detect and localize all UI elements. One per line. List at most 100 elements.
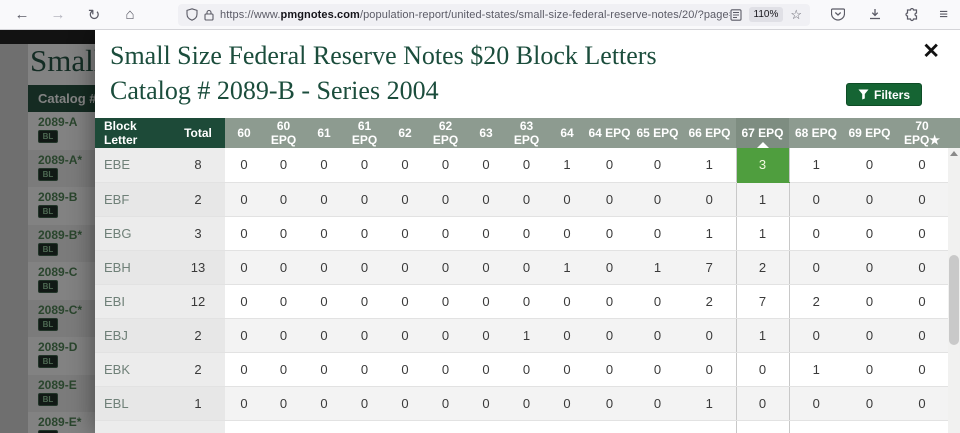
grade-count-cell: 2 xyxy=(789,284,843,319)
table-row: EBI 12 0 0 0 0 0 0 0 0 0 0 0 2 7 2 0 0 xyxy=(95,284,948,319)
url-bar[interactable]: https://www.pmgnotes.com/population-repo… xyxy=(178,3,810,26)
pocket-icon[interactable] xyxy=(828,5,848,25)
grade-count-cell: 1 xyxy=(789,352,843,387)
close-icon[interactable]: ✕ xyxy=(922,40,940,63)
grade-count-cell: 0 xyxy=(385,420,425,433)
grade-count-cell: 0 xyxy=(425,352,466,387)
grade-count-cell: 0 xyxy=(896,352,948,387)
column-header-total[interactable]: Total xyxy=(171,118,225,148)
grade-count-cell: 0 xyxy=(425,148,466,183)
grade-count-cell: 0 xyxy=(789,420,843,433)
column-header-68-epq[interactable]: 68 EPQ xyxy=(789,118,843,148)
grade-count-cell: 1 xyxy=(547,250,587,285)
grade-count-cell: 0 xyxy=(547,318,587,353)
column-header-64[interactable]: 64 xyxy=(547,118,587,148)
column-header-60-epq[interactable]: 60 EPQ xyxy=(263,118,304,148)
grade-count-cell: 0 xyxy=(896,250,948,285)
column-header-69-epq[interactable]: 69 EPQ xyxy=(843,118,896,148)
block-letter-cell: EBK xyxy=(95,352,171,387)
grade-count-cell: 0 xyxy=(344,284,385,319)
grade-count-cell: 0 xyxy=(547,216,587,251)
column-header-60[interactable]: 60 xyxy=(225,118,263,148)
column-header-block-letter[interactable]: Block Letter xyxy=(95,118,171,148)
table-scrollbar[interactable] xyxy=(948,148,960,433)
column-header-61-epq[interactable]: 61 EPQ xyxy=(344,118,385,148)
grade-count-cell: 0 xyxy=(683,182,736,217)
grade-count-cell: 0 xyxy=(587,284,632,319)
filters-button[interactable]: Filters xyxy=(845,83,922,106)
home-button[interactable]: ⌂ xyxy=(125,6,135,23)
grade-count-cell: 0 xyxy=(344,352,385,387)
grade-count-cell: 0 xyxy=(632,352,683,387)
table-row: EBL 1 0 0 0 0 0 0 0 0 0 0 0 1 0 0 0 0 xyxy=(95,386,948,421)
grade-count-cell: 0 xyxy=(789,318,843,353)
grade-count-cell: 0 xyxy=(789,250,843,285)
grade-count-cell: 0 xyxy=(225,148,263,183)
scrollbar-up-arrow-icon[interactable] xyxy=(950,151,958,156)
grade-count-cell: 0 xyxy=(304,386,344,421)
grade-count-cell: 0 xyxy=(587,250,632,285)
total-cell: 8 xyxy=(171,148,225,183)
download-icon[interactable] xyxy=(865,5,885,25)
column-header-63[interactable]: 63 xyxy=(466,118,506,148)
grade-count-cell: 0 xyxy=(466,352,506,387)
bookmark-star-icon[interactable]: ☆ xyxy=(790,6,802,22)
back-button[interactable]: ← xyxy=(14,6,30,23)
column-header-62-epq[interactable]: 62 EPQ xyxy=(425,118,466,148)
column-header-64-epq[interactable]: 64 EPQ xyxy=(587,118,632,148)
grade-count-cell: 0 xyxy=(843,148,896,183)
grade-count-cell: 0 xyxy=(587,420,632,433)
grade-count-cell: 0 xyxy=(466,284,506,319)
browser-toolbar: ← → ↻ ⌂ https://www.pmgnotes.com/populat… xyxy=(0,0,960,30)
column-header-66-epq[interactable]: 66 EPQ xyxy=(683,118,736,148)
forward-button[interactable]: → xyxy=(50,6,66,23)
total-cell: 2 xyxy=(171,182,225,217)
modal-title: Small Size Federal Reserve Notes $20 Blo… xyxy=(110,38,657,108)
total-cell: 2 xyxy=(171,318,225,353)
grade-count-cell: 0 xyxy=(632,148,683,183)
grade-count-cell: 0 xyxy=(896,284,948,319)
tracking-protection-shield-icon[interactable] xyxy=(186,8,198,21)
column-header-65-epq[interactable]: 65 EPQ xyxy=(632,118,683,148)
column-header-62[interactable]: 62 xyxy=(385,118,425,148)
grade-count-cell: 0 xyxy=(425,420,466,433)
grade-count-cell: 0 xyxy=(385,352,425,387)
grade-count-cell: 0 xyxy=(843,318,896,353)
grade-count-cell: 0 xyxy=(225,318,263,353)
grade-count-cell: 0 xyxy=(632,216,683,251)
grade-count-cell: 0 xyxy=(547,182,587,217)
menu-hamburger-icon[interactable]: ≡ xyxy=(939,6,948,23)
block-letter-cell: EBF xyxy=(95,182,171,217)
grade-count-cell: 0 xyxy=(789,182,843,217)
column-header-70-epq[interactable]: 70 EPQ★ xyxy=(896,118,948,148)
zoom-level-button[interactable]: 110% xyxy=(748,7,784,22)
grade-count-cell: 0 xyxy=(225,216,263,251)
reload-button[interactable]: ↻ xyxy=(87,6,101,24)
grade-count-cell: 0 xyxy=(263,352,304,387)
grade-count-cell: 0 xyxy=(466,318,506,353)
grade-count-cell: 0 xyxy=(304,216,344,251)
grade-count-cell: 0 xyxy=(425,318,466,353)
grade-count-cell: 0 xyxy=(263,386,304,421)
grade-count-cell: 0 xyxy=(385,284,425,319)
grade-count-cell: 0 xyxy=(385,318,425,353)
column-header-63-epq[interactable]: 63 EPQ xyxy=(506,118,547,148)
grade-count-cell: 0 xyxy=(843,386,896,421)
grade-count-cell: 0 xyxy=(896,318,948,353)
column-header-61[interactable]: 61 xyxy=(304,118,344,148)
grade-count-cell: 0 xyxy=(843,420,896,433)
reader-mode-icon[interactable] xyxy=(729,8,742,21)
grade-count-cell: 0 xyxy=(225,420,263,433)
column-header-67-epq[interactable]: 67 EPQ xyxy=(736,118,789,148)
total-cell: 1 xyxy=(171,420,225,433)
extensions-puzzle-icon[interactable] xyxy=(902,5,922,25)
grade-count-cell: 0 xyxy=(425,284,466,319)
grade-count-cell: 0 xyxy=(304,420,344,433)
grade-count-cell: 0 xyxy=(683,318,736,353)
grade-count-cell: 3 xyxy=(735,148,790,183)
grade-count-cell: 0 xyxy=(632,386,683,421)
grade-count-cell: 0 xyxy=(385,386,425,421)
scrollbar-thumb[interactable] xyxy=(949,255,959,345)
table-row: EBJ 2 0 0 0 0 0 0 0 1 0 0 0 0 1 0 0 0 xyxy=(95,318,948,353)
